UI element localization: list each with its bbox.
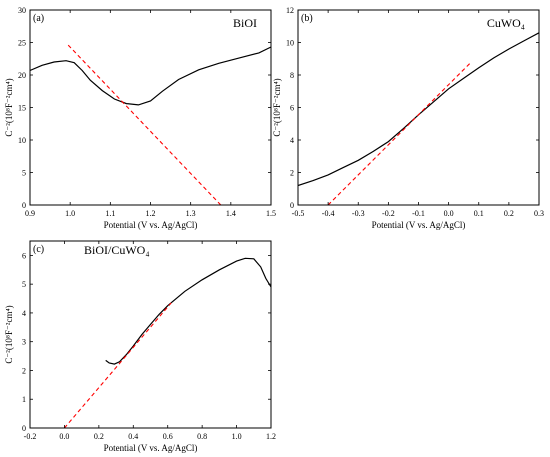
data-line-2-0 bbox=[105, 257, 271, 365]
panel-label: (b) bbox=[301, 13, 313, 24]
data-line-1-0 bbox=[298, 32, 539, 187]
y-tick-label: 10 bbox=[18, 136, 26, 145]
panel-title: BiOI/CuWO₄ bbox=[84, 243, 150, 257]
x-axis-label: Potential (V vs. Ag/AgCl) bbox=[372, 220, 466, 230]
plot-frame bbox=[29, 9, 272, 206]
y-axis-label: C⁻²(10⁸F⁻²cm⁴) bbox=[4, 78, 14, 136]
x-tick-label: 1.2 bbox=[266, 432, 276, 441]
chart-panel-1: -0.5 -0.4 -0.3 -0.2 -0.1 0.0 0.1 0.2 0.3 0 2 4 6 8 10 1… bbox=[272, 6, 544, 230]
x-tick-label: 0.1 bbox=[474, 209, 484, 218]
x-tick-label: 0.0 bbox=[59, 432, 69, 441]
y-tick-label: 20 bbox=[18, 71, 26, 80]
panel-label: (a) bbox=[33, 13, 44, 24]
chart-panel-2: -0.2 0.0 0.2 0.4 0.6 0.8 1.0 1.2 0 1 2 3 4 5 6 Potentia… bbox=[4, 240, 276, 453]
x-tick-label: -0.1 bbox=[412, 209, 425, 218]
y-tick-label: 2 bbox=[22, 366, 26, 375]
y-tick-label: 8 bbox=[290, 71, 294, 80]
y-tick-label: 5 bbox=[22, 169, 26, 178]
x-axis-label: Potential (V vs. Ag/AgCl) bbox=[104, 220, 198, 230]
y-tick-label: 0 bbox=[290, 201, 294, 210]
y-tick-label: 4 bbox=[290, 136, 294, 145]
fit-line-2-1 bbox=[63, 302, 172, 428]
y-tick-label: 1 bbox=[22, 395, 26, 404]
x-tick-label: 1.3 bbox=[186, 209, 196, 218]
x-tick-label: 0.9 bbox=[25, 209, 35, 218]
x-axis-label: Potential (V vs. Ag/AgCl) bbox=[104, 443, 198, 453]
x-tick-label: 1.4 bbox=[226, 209, 236, 218]
x-tick-label: -0.2 bbox=[24, 432, 37, 441]
plot-frame bbox=[297, 9, 540, 206]
y-tick-label: 5 bbox=[22, 280, 26, 289]
x-tick-label: 0.8 bbox=[197, 432, 207, 441]
plot-frame bbox=[29, 240, 272, 429]
y-tick-label: 2 bbox=[290, 169, 294, 178]
x-tick-label: 1.5 bbox=[266, 209, 276, 218]
x-tick-label: 0.2 bbox=[94, 432, 104, 441]
chart-panel-0: 0.9 1.0 1.1 1.2 1.3 1.4 1.5 0 5 10 15 20 25 30 Potenti… bbox=[4, 6, 276, 230]
x-tick-label: 0.0 bbox=[444, 209, 454, 218]
y-tick-label: 12 bbox=[286, 6, 294, 15]
y-tick-label: 0 bbox=[22, 424, 26, 433]
panel-title: CuWO₄ bbox=[487, 16, 525, 30]
x-tick-label: 1.0 bbox=[232, 432, 242, 441]
x-tick-label: 0.4 bbox=[128, 432, 138, 441]
y-tick-label: 25 bbox=[18, 39, 26, 48]
x-tick-label: -0.3 bbox=[352, 209, 365, 218]
y-axis-label: C⁻²(10⁸F⁻²cm⁴) bbox=[4, 305, 14, 363]
fit-line-0-1 bbox=[67, 44, 222, 205]
panel-label: (c) bbox=[33, 244, 44, 255]
x-tick-label: -0.5 bbox=[292, 209, 305, 218]
data-line-0-0 bbox=[30, 46, 271, 106]
x-tick-label: 1.1 bbox=[105, 209, 115, 218]
x-tick-label: 0.3 bbox=[534, 209, 544, 218]
y-tick-label: 6 bbox=[22, 251, 26, 260]
panel-title: BiOI bbox=[233, 16, 257, 30]
y-tick-label: 3 bbox=[22, 338, 26, 347]
x-tick-label: 0.2 bbox=[504, 209, 514, 218]
y-axis-label: C⁻²(10⁸F⁻²cm⁴) bbox=[272, 78, 282, 136]
y-tick-label: 10 bbox=[286, 39, 294, 48]
x-tick-label: 1.2 bbox=[146, 209, 156, 218]
y-tick-label: 6 bbox=[290, 104, 294, 113]
y-tick-label: 30 bbox=[18, 6, 26, 15]
y-tick-label: 0 bbox=[22, 201, 26, 210]
y-tick-label: 4 bbox=[22, 309, 26, 318]
y-tick-label: 15 bbox=[18, 104, 26, 113]
x-tick-label: 1.0 bbox=[65, 209, 75, 218]
x-tick-label: -0.4 bbox=[322, 209, 335, 218]
fit-line-1-1 bbox=[327, 63, 471, 205]
x-tick-label: 0.6 bbox=[163, 432, 173, 441]
x-tick-label: -0.2 bbox=[382, 209, 395, 218]
